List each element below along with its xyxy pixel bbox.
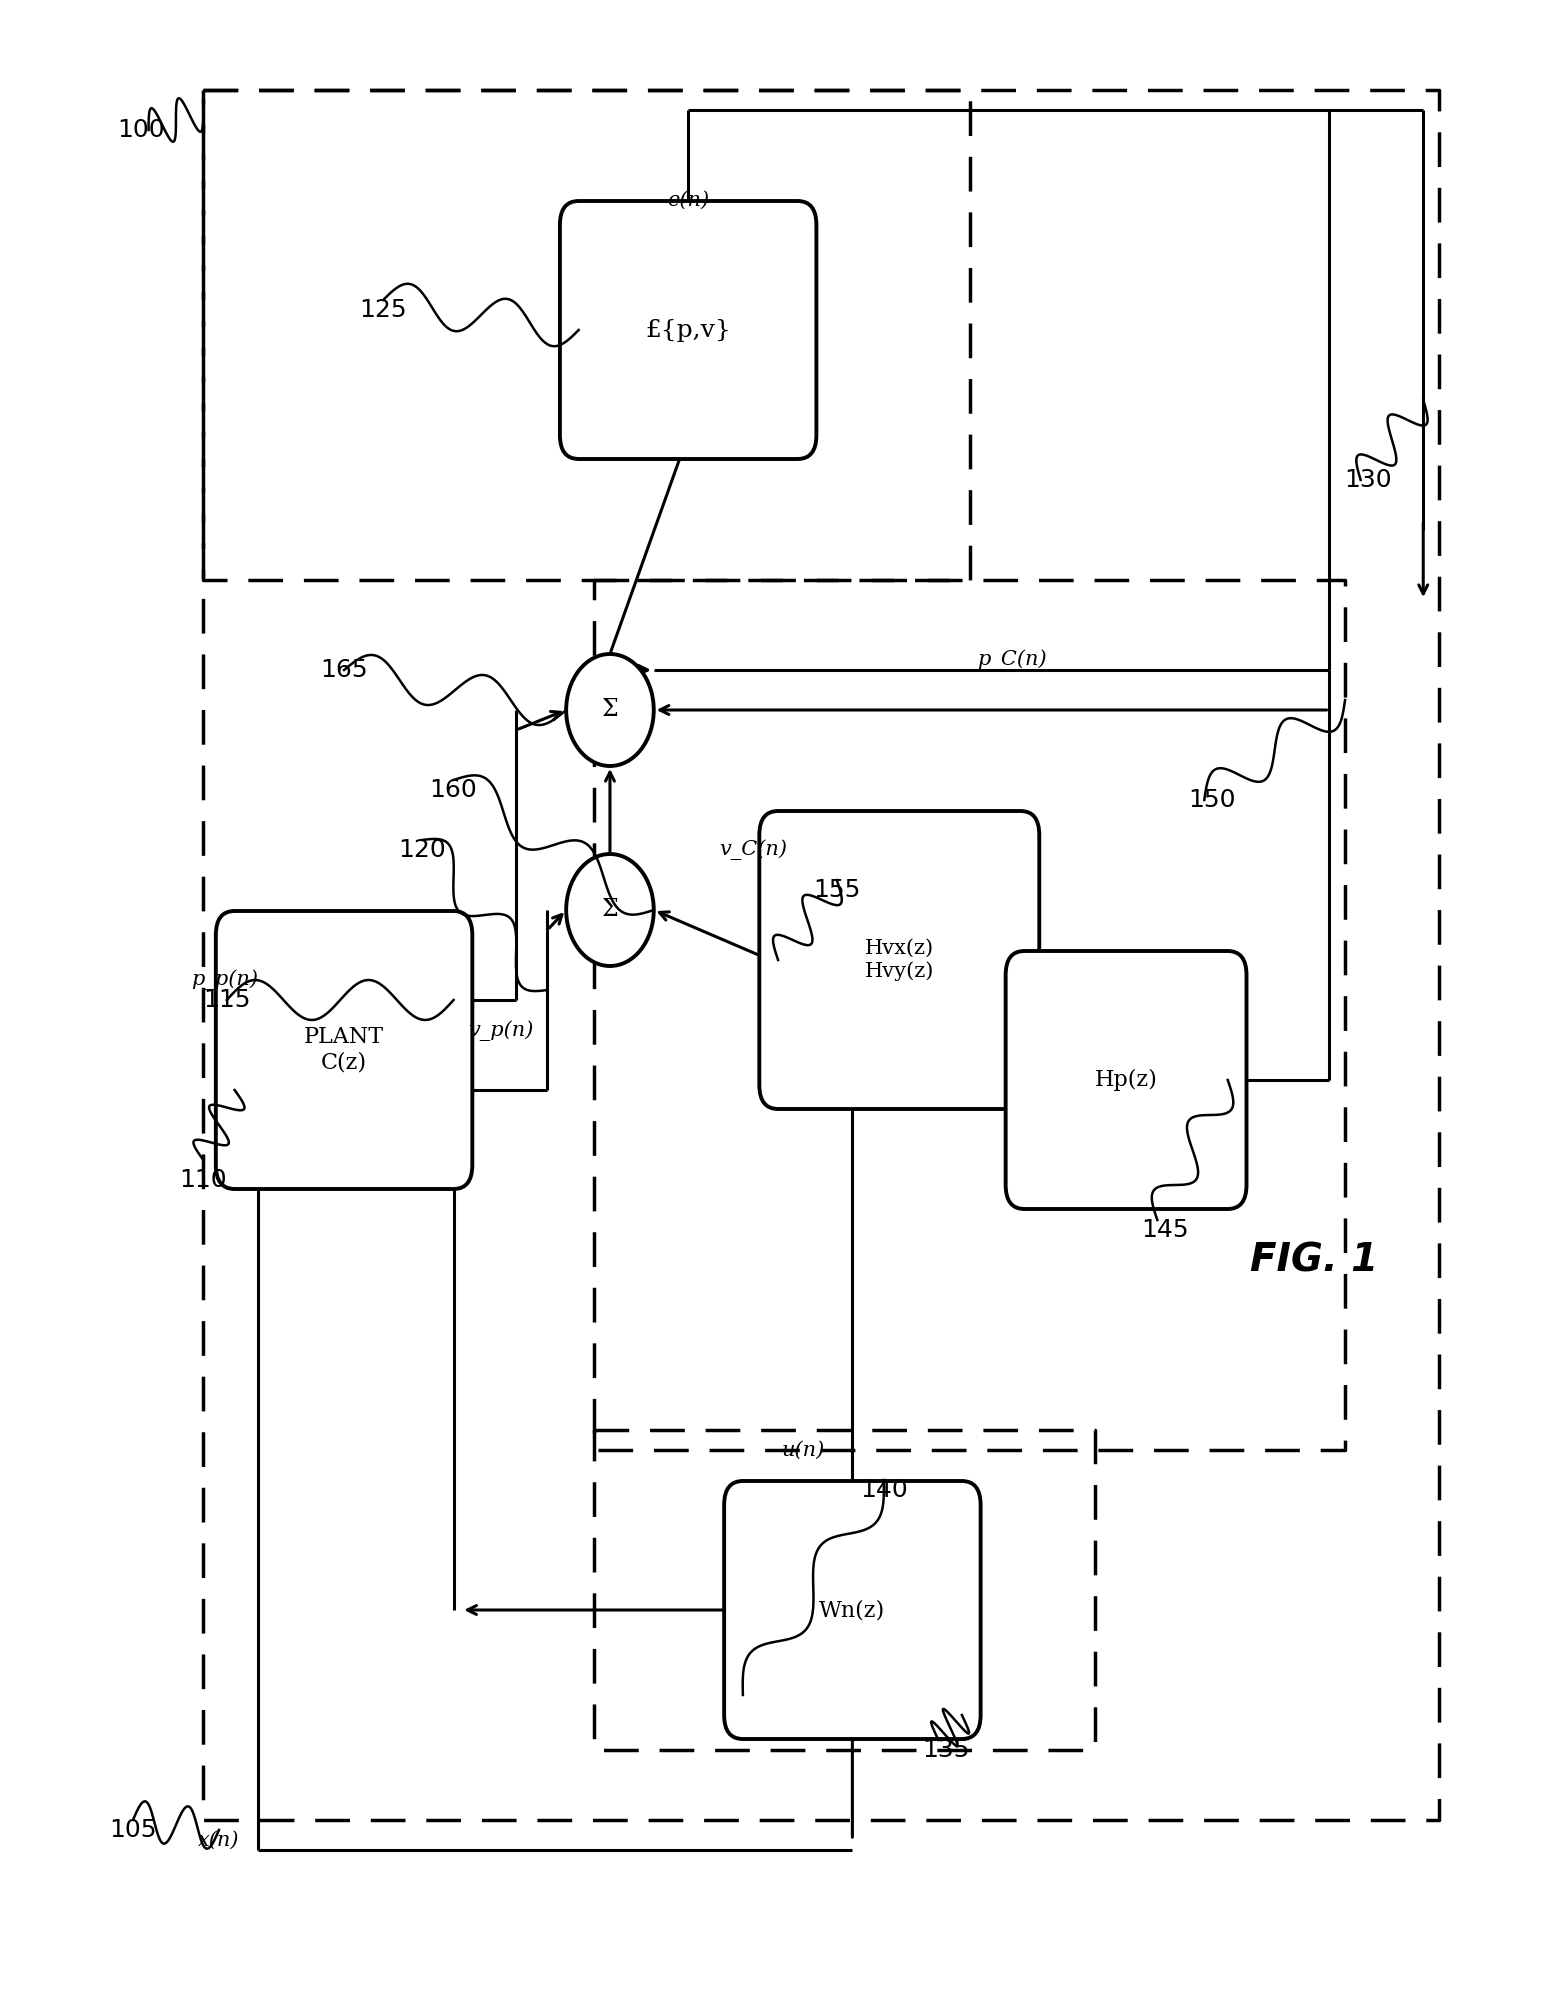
Text: 140: 140 <box>860 1478 907 1502</box>
Text: u(n): u(n) <box>782 1440 826 1460</box>
Text: Σ: Σ <box>602 898 618 922</box>
Circle shape <box>566 854 654 966</box>
Text: e(n): e(n) <box>668 192 708 210</box>
Text: v_p(n): v_p(n) <box>468 1020 533 1040</box>
Text: v_C(n): v_C(n) <box>719 840 787 860</box>
Text: 155: 155 <box>813 878 860 902</box>
Text: FIG. 1: FIG. 1 <box>1250 1240 1378 1280</box>
Text: 100: 100 <box>117 118 164 142</box>
Circle shape <box>566 654 654 766</box>
Text: Wn(z): Wn(z) <box>820 1600 885 1620</box>
FancyBboxPatch shape <box>1006 952 1247 1208</box>
Text: x(n): x(n) <box>199 1832 239 1850</box>
Text: 165: 165 <box>321 658 368 682</box>
Text: 160: 160 <box>430 778 477 802</box>
Text: 145: 145 <box>1142 1218 1189 1242</box>
Text: Hp(z): Hp(z) <box>1095 1068 1157 1092</box>
Text: 115: 115 <box>203 988 250 1012</box>
Text: p_p(n): p_p(n) <box>191 970 258 990</box>
Text: 120: 120 <box>399 838 446 862</box>
Text: PLANT
C(z): PLANT C(z) <box>303 1026 385 1074</box>
Text: £{p,v}: £{p,v} <box>646 318 730 342</box>
Text: Hvx(z)
Hvy(z): Hvx(z) Hvy(z) <box>865 940 934 980</box>
Text: 105: 105 <box>109 1818 156 1842</box>
Text: 110: 110 <box>180 1168 227 1192</box>
Text: p_C(n): p_C(n) <box>978 650 1048 670</box>
Text: 125: 125 <box>360 298 407 322</box>
Text: 130: 130 <box>1345 468 1392 492</box>
FancyBboxPatch shape <box>760 812 1038 1108</box>
FancyBboxPatch shape <box>560 202 816 460</box>
FancyBboxPatch shape <box>216 912 472 1188</box>
FancyBboxPatch shape <box>724 1480 981 1738</box>
Text: 135: 135 <box>923 1738 970 1762</box>
Text: 150: 150 <box>1189 788 1236 812</box>
Text: Σ: Σ <box>602 698 618 722</box>
